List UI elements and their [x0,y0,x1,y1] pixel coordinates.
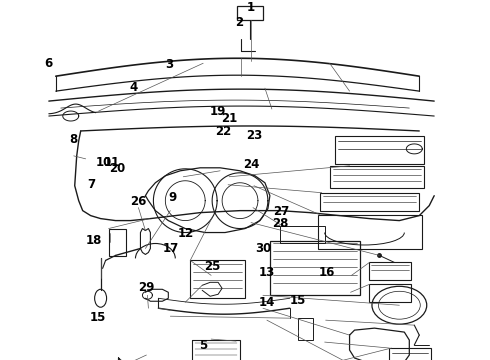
Bar [369,284,411,302]
Bar [237,6,263,21]
Text: 22: 22 [215,125,231,138]
Bar [335,136,424,164]
Text: 12: 12 [177,227,194,240]
Text: 4: 4 [130,81,138,94]
Bar [270,240,360,295]
Bar [298,318,313,340]
Bar [192,340,240,360]
Bar [369,262,411,280]
Text: 6: 6 [45,57,53,70]
Text: 10: 10 [96,156,112,168]
Text: 15: 15 [290,294,306,307]
Text: 20: 20 [109,162,125,175]
Text: 17: 17 [163,242,179,255]
Text: 18: 18 [86,234,102,247]
Text: 15: 15 [90,311,106,324]
Text: 21: 21 [221,112,238,125]
Text: 3: 3 [165,58,173,71]
Bar [319,193,419,211]
Text: 23: 23 [245,130,262,143]
Bar [318,215,422,249]
Text: 19: 19 [210,105,226,118]
Text: 11: 11 [104,156,121,168]
Text: 26: 26 [130,195,147,208]
Bar [280,226,325,243]
Text: 16: 16 [319,266,335,279]
Text: 5: 5 [199,339,208,352]
Text: 9: 9 [169,192,177,204]
Bar [109,229,126,256]
Text: 8: 8 [69,133,77,146]
Bar [330,166,424,188]
Text: 2: 2 [235,16,243,29]
Text: 25: 25 [204,260,220,273]
Text: 1: 1 [247,1,255,14]
Bar [390,348,431,360]
Text: 27: 27 [273,205,290,218]
Text: 13: 13 [259,266,275,279]
Text: 14: 14 [259,296,275,309]
Bar [190,260,245,298]
Text: 28: 28 [272,217,288,230]
Text: 29: 29 [138,281,155,294]
Text: 24: 24 [243,158,259,171]
Text: 30: 30 [255,242,271,255]
Text: 7: 7 [87,178,96,191]
